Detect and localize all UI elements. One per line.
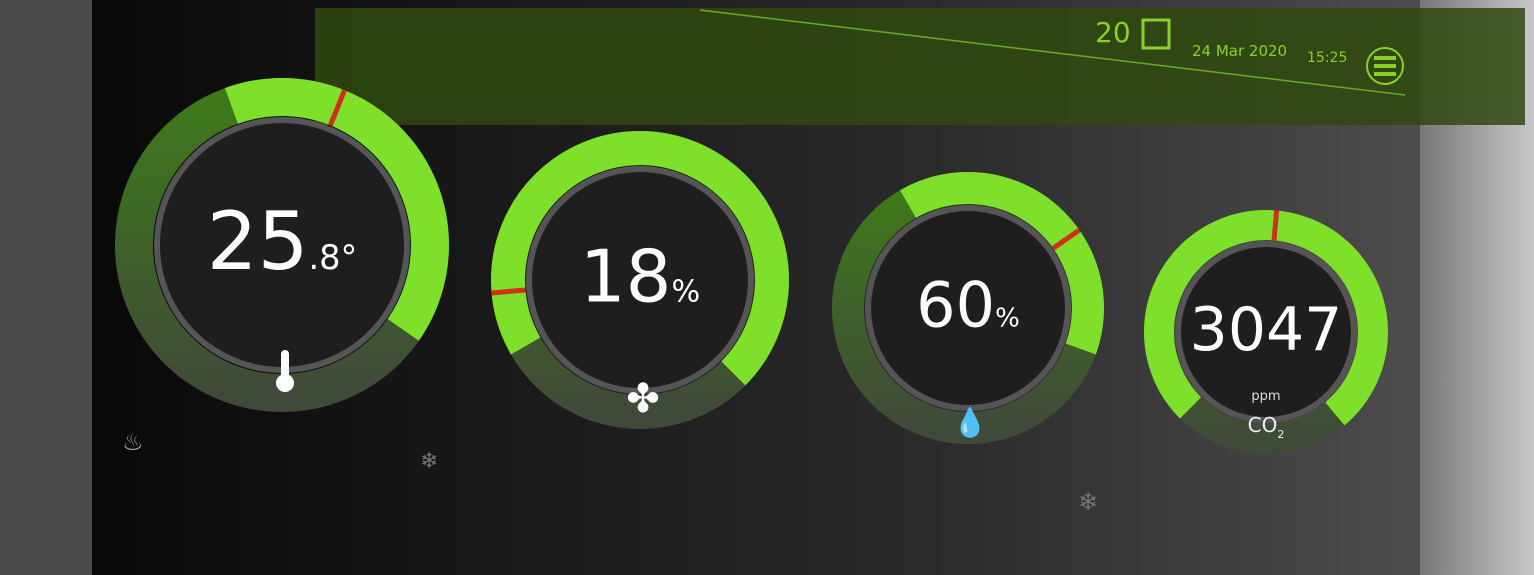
- screen: 20 24 Mar 2020 15:25 25.8°18%60%3047ppmC…: [0, 0, 1534, 575]
- value: 60: [916, 269, 995, 342]
- device-edge: [0, 0, 92, 575]
- gauge: 60%: [848, 188, 1088, 428]
- count: 20: [1095, 16, 1131, 49]
- fan-icon: ✤: [626, 376, 660, 422]
- thermo-icon: [281, 350, 289, 382]
- unit: %: [671, 275, 700, 310]
- flame-icon: ♨: [122, 428, 144, 456]
- setpoint-tick: [1274, 210, 1277, 240]
- value: 3047: [1190, 295, 1343, 365]
- setpoint-tick: [492, 290, 526, 293]
- time: 15:25: [1307, 50, 1347, 66]
- unit: .8°: [308, 238, 357, 277]
- value: 18: [580, 235, 672, 319]
- unit: ppm: [1251, 389, 1280, 404]
- gas-name: CO: [1248, 413, 1278, 437]
- top-bar: [315, 8, 1525, 125]
- gauge-value: 3047: [1190, 295, 1343, 365]
- snow-icon: ❄: [420, 449, 438, 474]
- gauge: 25.8°: [134, 90, 430, 393]
- gauge: 18%: [492, 148, 772, 412]
- menu-button[interactable]: [1367, 48, 1403, 84]
- drops-icon: 💧: [953, 406, 988, 439]
- gas-subscript: 2: [1277, 428, 1284, 441]
- value: 25: [207, 195, 309, 288]
- unit: %: [995, 304, 1020, 334]
- gauge: 3047 ppm CO2: [1159, 210, 1373, 441]
- snow-icon: ❄: [1078, 488, 1098, 516]
- date: 24 Mar 2020: [1192, 42, 1287, 60]
